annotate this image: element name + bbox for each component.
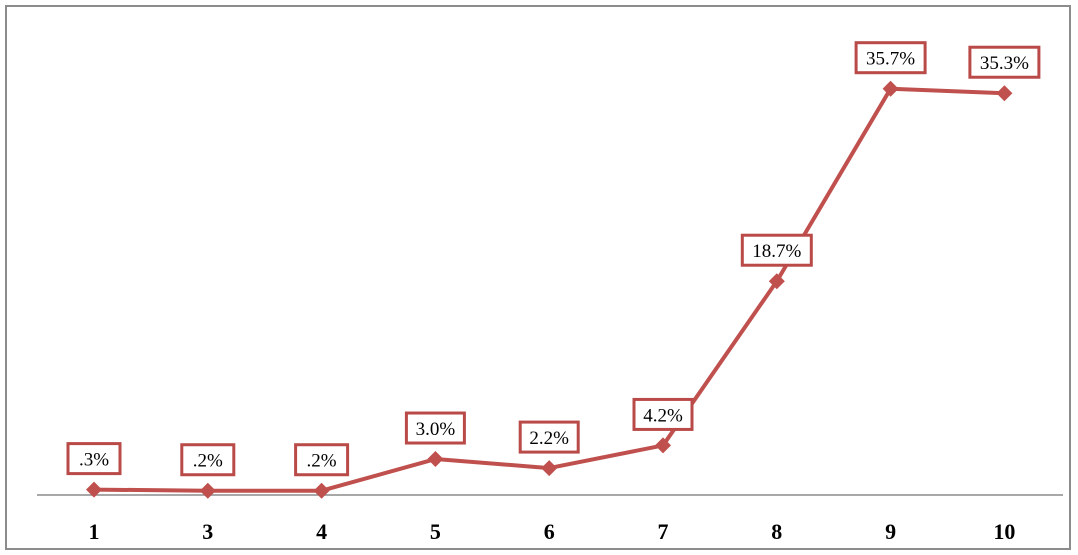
- data-label-text: 3.0%: [416, 419, 456, 440]
- data-label-box: [518, 420, 580, 454]
- data-label-box: [968, 45, 1041, 79]
- series-markers: [86, 80, 1013, 499]
- data-label: .2%: [180, 443, 236, 477]
- data-label-text: .3%: [79, 450, 109, 471]
- x-tick-label: 9: [885, 519, 896, 544]
- data-point-marker: [199, 482, 216, 499]
- data-label: 4.2%: [632, 397, 694, 431]
- data-label-box: [66, 442, 122, 476]
- x-tick-label: 3: [202, 519, 213, 544]
- x-tick-labels: 1 3 4 5 6 7 8 9 10: [89, 519, 1016, 544]
- x-tick-label: 7: [658, 519, 669, 544]
- data-point-marker: [882, 80, 899, 97]
- data-label: .3%: [66, 442, 122, 476]
- data-label: .2%: [294, 443, 350, 477]
- data-label-text: 35.7%: [866, 49, 915, 70]
- x-tick-label: 4: [316, 519, 327, 544]
- data-label-box: [632, 397, 694, 431]
- data-point-marker: [768, 273, 785, 290]
- data-label-text: .2%: [193, 451, 223, 472]
- data-label-text: 18.7%: [752, 241, 801, 262]
- x-tick-label: 1: [89, 519, 100, 544]
- data-label-text: 4.2%: [643, 405, 683, 426]
- data-point-marker: [313, 482, 330, 499]
- data-label: 35.7%: [854, 41, 927, 75]
- data-label-box: [404, 411, 466, 445]
- data-label-text: 2.2%: [529, 428, 569, 449]
- x-tick-label: 8: [771, 519, 782, 544]
- x-tick-label: 5: [430, 519, 441, 544]
- data-label-text: 35.3%: [980, 53, 1029, 74]
- data-label-box: [180, 443, 236, 477]
- data-label: 18.7%: [740, 233, 813, 267]
- x-tick-label: 6: [544, 519, 555, 544]
- data-label: 3.0%: [404, 411, 466, 445]
- data-label: 2.2%: [518, 420, 580, 454]
- data-label: 35.3%: [968, 45, 1041, 79]
- data-point-marker: [655, 437, 671, 454]
- data-point-marker: [541, 460, 558, 477]
- data-label-box: [854, 41, 927, 75]
- data-labels: .3% .2% .2% 3.0% 2.2% 4.2% 18.7% 35.7% 35.3%: [66, 41, 1041, 477]
- data-point-marker: [427, 451, 444, 468]
- data-label-text: .2%: [307, 451, 337, 472]
- data-point-marker: [86, 481, 102, 498]
- data-label-box: [294, 443, 350, 477]
- x-tick-label: 10: [993, 519, 1015, 544]
- data-label-box: [740, 233, 813, 267]
- data-point-marker: [996, 85, 1013, 102]
